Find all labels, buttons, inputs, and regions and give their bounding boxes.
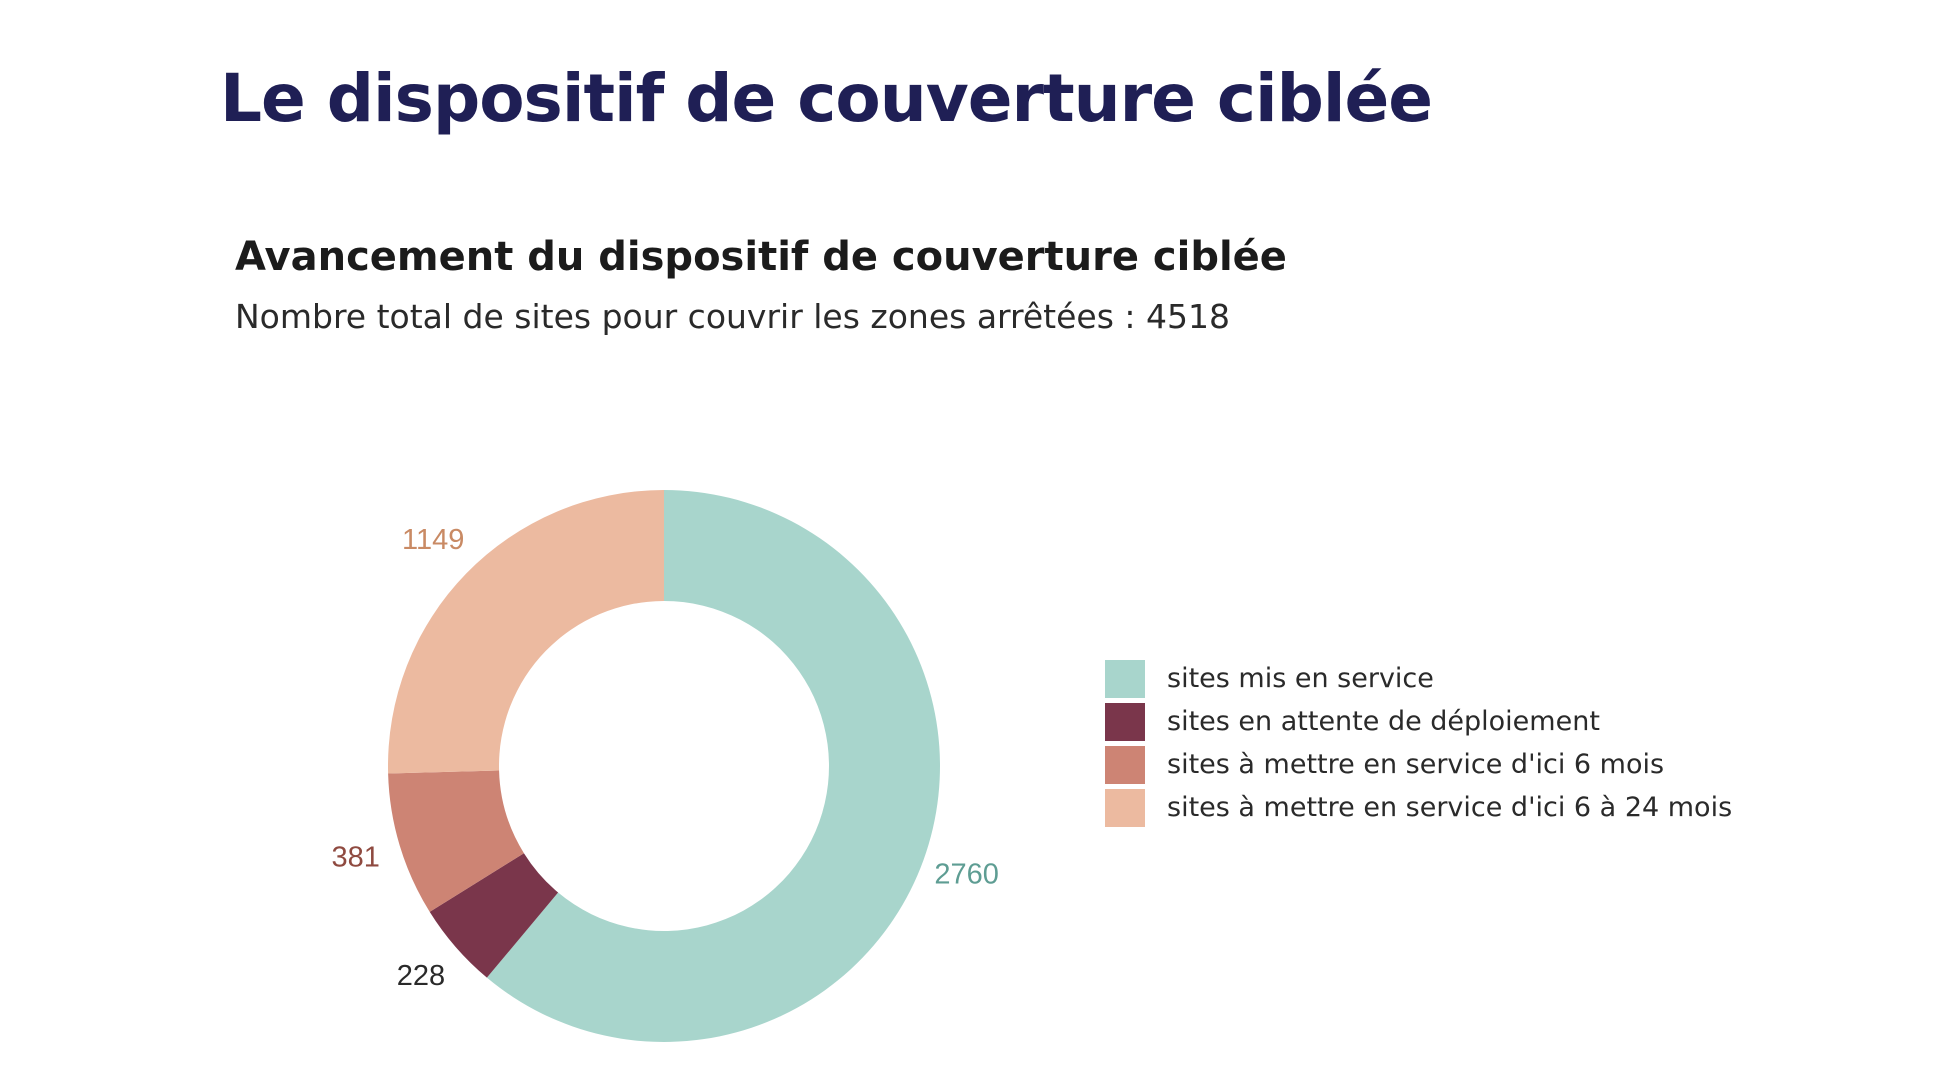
chart-subtitle: Nombre total de sites pour couvrir les z…	[235, 297, 1230, 336]
donut-slice-3	[388, 770, 524, 912]
page-title: Le dispositif de couverture ciblée	[220, 60, 1433, 137]
chart-legend: sites mis en service sites en attente de …	[1105, 657, 1732, 829]
legend-swatch	[1105, 788, 1145, 827]
donut-slice-1	[486, 490, 940, 1042]
legend-swatch	[1105, 702, 1145, 741]
legend-label: sites en attente de déploiement	[1167, 706, 1600, 737]
donut-slice-2	[429, 853, 559, 978]
donut-slice-4	[388, 490, 664, 774]
legend-swatch	[1105, 659, 1145, 698]
legend-item-4: sites à mettre en service d'ici 6 à 24 m…	[1105, 786, 1732, 829]
slice-value-label-4: 1149	[402, 524, 464, 556]
chart-title: Avancement du dispositif de couverture c…	[235, 234, 1287, 280]
legend-label: sites mis en service	[1167, 663, 1434, 694]
slice-value-label-2: 228	[397, 960, 445, 992]
legend-label: sites à mettre en service d'ici 6 mois	[1167, 749, 1665, 780]
slice-value-label-1: 2760	[934, 859, 999, 891]
slice-value-label-3: 381	[331, 841, 379, 873]
legend-swatch	[1105, 745, 1145, 784]
legend-item-3: sites à mettre en service d'ici 6 mois	[1105, 743, 1732, 786]
legend-item-1: sites mis en service	[1105, 657, 1732, 700]
legend-label: sites à mettre en service d'ici 6 à 24 m…	[1167, 792, 1733, 823]
legend-item-2: sites en attente de déploiement	[1105, 700, 1732, 743]
